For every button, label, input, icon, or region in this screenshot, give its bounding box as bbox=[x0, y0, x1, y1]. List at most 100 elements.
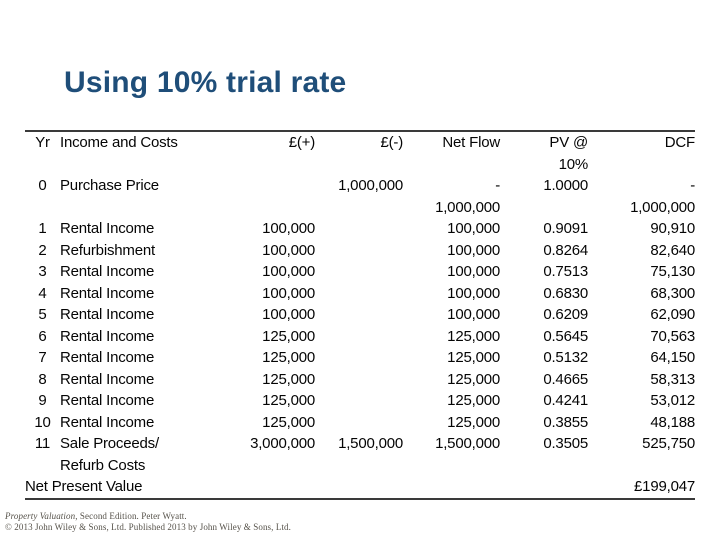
table-row: 7 Rental Income 125,000 125,000 0.5132 64,150 bbox=[25, 347, 695, 369]
pounds-negative-cell bbox=[315, 369, 403, 391]
pounds-positive-cell: 100,000 bbox=[262, 241, 315, 259]
dcf-cell: 75,130 bbox=[650, 263, 695, 280]
pounds-negative-cell bbox=[315, 412, 403, 434]
item-cell: Purchase Price bbox=[60, 177, 159, 194]
table-row: 4 Rental Income 100,000 100,000 0.6830 68,300 bbox=[25, 283, 695, 305]
net-flow-cell: 125,000 bbox=[447, 349, 500, 366]
dcf-cell: 53,012 bbox=[650, 392, 695, 409]
dcf-cell: 82,640 bbox=[650, 241, 695, 259]
net-flow-cell: 100,000 bbox=[447, 220, 500, 237]
item-cell: Sale Proceeds/ Refurb Costs bbox=[60, 435, 159, 474]
year-cell: 6 bbox=[38, 327, 47, 345]
table-row: 5 Rental Income 100,000 100,000 0.6209 62,090 bbox=[25, 304, 695, 326]
npv-value: £199,047 bbox=[634, 478, 695, 495]
pv-factor-cell: 0.6830 bbox=[543, 284, 588, 302]
item-cell: Rental Income bbox=[60, 413, 155, 431]
column-header-dcf: DCF bbox=[664, 134, 695, 151]
pv-factor-cell: 0.5645 bbox=[543, 327, 588, 345]
net-flow-cell: 100,000 bbox=[447, 306, 500, 323]
year-cell: 1 bbox=[38, 220, 47, 237]
pv-factor-cell: 0.4665 bbox=[543, 370, 588, 388]
pounds-positive-cell: 100,000 bbox=[262, 263, 315, 280]
pounds-positive-cell: 125,000 bbox=[262, 413, 315, 431]
dcf-cell: 525,750 bbox=[642, 435, 695, 452]
page-title: Using 10% trial rate bbox=[64, 66, 347, 99]
table-header-row: Yr Income and Costs £(+) £(-) Net Flow P… bbox=[25, 131, 695, 175]
pv-factor-cell: 0.3855 bbox=[543, 413, 588, 431]
item-cell: Rental Income bbox=[60, 370, 155, 388]
pounds-positive-cell: 100,000 bbox=[262, 284, 315, 302]
dcf-cell: 62,090 bbox=[650, 306, 695, 323]
year-cell: 3 bbox=[38, 263, 47, 280]
dcf-cell: 70,563 bbox=[650, 327, 695, 345]
copyright-line: © 2013 John Wiley & Sons, Ltd. Published… bbox=[5, 521, 291, 532]
item-cell: Rental Income bbox=[60, 392, 155, 409]
pounds-positive-cell bbox=[220, 175, 315, 218]
pounds-negative-cell bbox=[315, 261, 403, 283]
pounds-positive-cell: 100,000 bbox=[262, 220, 315, 237]
year-cell: 10 bbox=[34, 413, 51, 431]
pounds-negative-cell bbox=[315, 347, 403, 369]
table-row: 6 Rental Income 125,000 125,000 0.5645 70,563 bbox=[25, 326, 695, 348]
column-header-income-and-costs: Income and Costs bbox=[60, 134, 178, 151]
npv-row: Net Present Value £199,047 bbox=[25, 476, 695, 499]
copyright-note: Property Valuation, Second Edition. Pete… bbox=[5, 511, 291, 532]
dcf-cell: 90,910 bbox=[650, 220, 695, 237]
pounds-negative-cell bbox=[315, 390, 403, 412]
pounds-positive-cell: 125,000 bbox=[262, 349, 315, 366]
dcf-table: Yr Income and Costs £(+) £(-) Net Flow P… bbox=[25, 130, 695, 500]
column-header-year: Yr bbox=[35, 134, 50, 151]
dcf-cell: 48,188 bbox=[650, 413, 695, 431]
column-header-net-flow: Net Flow bbox=[442, 134, 500, 151]
net-flow-cell: 125,000 bbox=[447, 370, 500, 388]
year-cell: 2 bbox=[38, 241, 47, 259]
item-cell: Rental Income bbox=[60, 327, 155, 345]
item-cell: Rental Income bbox=[60, 263, 155, 280]
item-cell: Rental Income bbox=[60, 284, 155, 302]
pv-factor-cell: 0.5132 bbox=[543, 349, 588, 366]
net-flow-cell: 100,000 bbox=[447, 263, 500, 280]
pounds-positive-cell: 100,000 bbox=[262, 306, 315, 323]
table-row: 2 Refurbishment 100,000 100,000 0.8264 82,640 bbox=[25, 240, 695, 262]
pv-factor-cell: 0.9091 bbox=[543, 220, 588, 237]
year-cell: 8 bbox=[38, 370, 47, 388]
pv-factor-cell: 0.6209 bbox=[543, 306, 588, 323]
pounds-negative-cell bbox=[315, 218, 403, 240]
pounds-negative-cell bbox=[315, 283, 403, 305]
dcf-cell: 64,150 bbox=[650, 349, 695, 366]
item-cell: Refurbishment bbox=[60, 241, 155, 259]
net-flow-cell: 100,000 bbox=[447, 241, 500, 259]
year-cell: 7 bbox=[38, 349, 47, 366]
pounds-positive-cell: 125,000 bbox=[262, 327, 315, 345]
net-flow-cell: 125,000 bbox=[447, 327, 500, 345]
pounds-positive-cell: 125,000 bbox=[262, 370, 315, 388]
year-cell: 5 bbox=[38, 306, 47, 323]
dcf-cell: 58,313 bbox=[650, 370, 695, 388]
column-header-pv-at-10pct: PV @ 10% bbox=[549, 134, 588, 173]
citation-line: Property Valuation, Second Edition. Pete… bbox=[5, 511, 291, 522]
pv-factor-cell: 0.7513 bbox=[543, 263, 588, 280]
citation-rest: , Second Edition. Peter Wyatt. bbox=[75, 511, 187, 521]
pv-factor-cell: 0.4241 bbox=[543, 392, 588, 409]
item-cell: Rental Income bbox=[60, 220, 155, 237]
pv-factor-cell: 0.8264 bbox=[543, 241, 588, 259]
pounds-positive-cell: 3,000,000 bbox=[250, 435, 315, 452]
year-cell: 0 bbox=[38, 177, 47, 194]
pv-factor-cell: 1.0000 bbox=[543, 177, 588, 194]
net-flow-cell: - 1,000,000 bbox=[435, 177, 500, 216]
year-cell: 4 bbox=[38, 284, 47, 302]
pounds-negative-cell: 1,500,000 bbox=[338, 435, 403, 452]
item-cell: Rental Income bbox=[60, 349, 155, 366]
net-flow-cell: 1,500,000 bbox=[435, 435, 500, 452]
dcf-cell: - 1,000,000 bbox=[630, 177, 695, 216]
net-flow-cell: 100,000 bbox=[447, 284, 500, 302]
npv-label: Net Present Value bbox=[25, 478, 143, 495]
pounds-negative-cell bbox=[315, 326, 403, 348]
year-cell: 9 bbox=[38, 392, 47, 409]
net-flow-cell: 125,000 bbox=[447, 413, 500, 431]
pounds-negative-cell bbox=[315, 304, 403, 326]
table-row: 11 Sale Proceeds/ Refurb Costs 3,000,000 1,… bbox=[25, 433, 695, 476]
pv-factor-cell: 0.3505 bbox=[543, 435, 588, 452]
table-row: 8 Rental Income 125,000 125,000 0.4665 58,313 bbox=[25, 369, 695, 391]
pounds-negative-cell: 1,000,000 bbox=[338, 177, 403, 194]
